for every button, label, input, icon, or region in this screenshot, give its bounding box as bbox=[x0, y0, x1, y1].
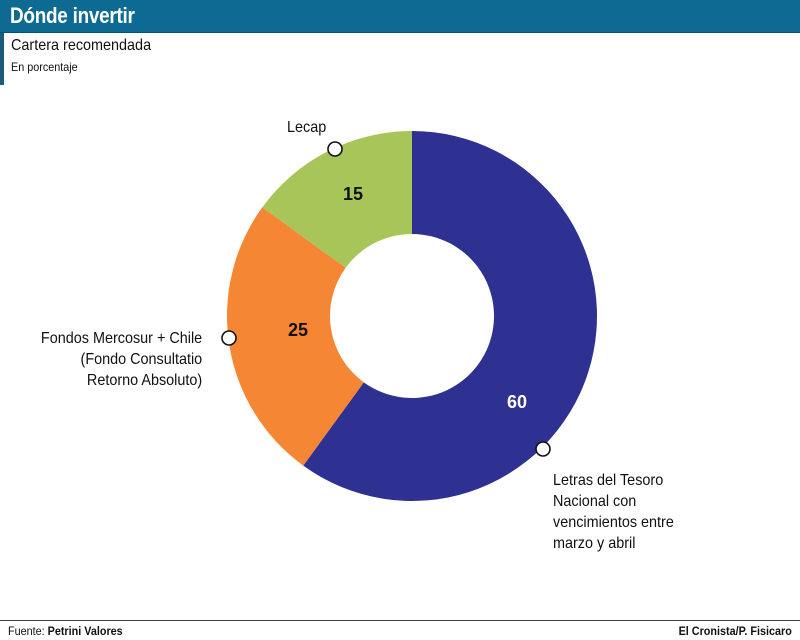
source-prefix: Fuente: bbox=[8, 624, 48, 638]
footer-divider bbox=[0, 620, 800, 621]
value-label-fondos: 25 bbox=[288, 320, 308, 340]
callout-marker-lecap bbox=[327, 141, 343, 157]
footer-source: Fuente: Petrini Valores bbox=[8, 624, 123, 638]
callout-label-letras: Letras del Tesoro Nacional con vencimien… bbox=[553, 472, 674, 552]
source-name: Petrini Valores bbox=[47, 624, 123, 638]
callout-marker-letras bbox=[535, 441, 551, 457]
chart-subtitle: Cartera recomendada bbox=[11, 37, 152, 54]
callout-label-fondos: Fondos Mercosur + Chile (Fondo Consultat… bbox=[40, 330, 202, 389]
slice-fondos bbox=[227, 207, 364, 466]
header-bar: Dónde invertir bbox=[0, 0, 800, 33]
unit-label: En porcentaje bbox=[11, 60, 78, 74]
footer-credit: El Cronista/P. Fisicaro bbox=[678, 624, 792, 638]
callout-marker-fondos bbox=[221, 330, 237, 346]
slice-letras bbox=[303, 131, 597, 502]
accent-bar bbox=[0, 33, 4, 85]
callout-label-lecap: Lecap bbox=[287, 119, 327, 136]
value-label-lecap: 15 bbox=[343, 184, 363, 204]
value-label-letras: 60 bbox=[507, 392, 527, 412]
slice-lecap bbox=[262, 131, 412, 268]
chart-title: Dónde invertir bbox=[10, 3, 135, 28]
